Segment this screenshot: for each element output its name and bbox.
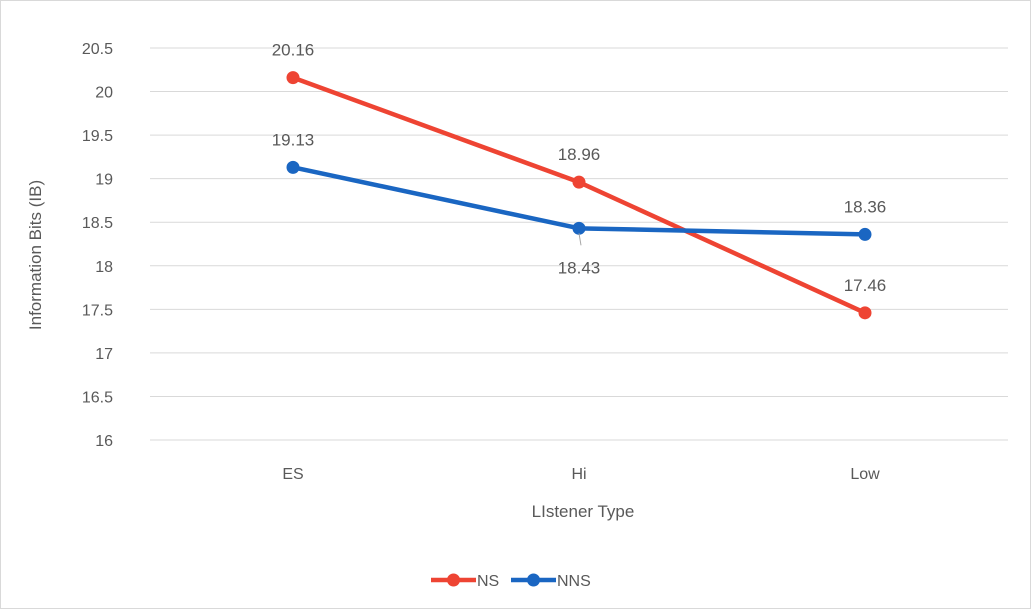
series-line-ns: [290, 75, 868, 316]
data-point: [858, 306, 872, 320]
x-tick-label: ES: [282, 466, 303, 483]
series-lines: [286, 71, 872, 320]
y-tick-label: 17.5: [82, 302, 113, 319]
legend-marker: [447, 573, 460, 587]
y-tick-label: 20.5: [82, 41, 113, 58]
legend-marker: [527, 573, 540, 587]
y-tick-label: 19: [95, 172, 113, 189]
y-tick-label: 19.5: [82, 128, 113, 145]
leader-line: [578, 233, 582, 246]
data-label: 19.13: [272, 130, 315, 149]
data-point: [572, 221, 586, 235]
data-label: 20.16: [272, 41, 315, 60]
y-tick-label: 18: [95, 259, 113, 276]
y-tick-labels: 16 16.5 17 17.5 18 18.5 19 19.5 20 20.5: [82, 41, 113, 450]
y-tick-label: 17: [95, 346, 113, 363]
y-axis-title: Information Bits (IB): [26, 180, 45, 330]
data-point: [858, 227, 872, 241]
data-label: 17.46: [844, 276, 887, 295]
data-point: [286, 71, 300, 85]
data-labels: 20.16 18.96 17.46 19.13 18.43 18.36: [272, 41, 887, 295]
legend-label: NS: [477, 573, 499, 590]
legend-label: NNS: [557, 573, 591, 590]
x-axis-title: LIstener Type: [532, 502, 635, 521]
y-tick-label: 18.5: [82, 215, 113, 232]
y-tick-label: 16.5: [82, 389, 113, 406]
data-point: [572, 175, 586, 189]
data-label: 18.43: [558, 258, 601, 277]
grid-lines: [150, 47, 1008, 441]
y-tick-label: 20: [95, 85, 113, 102]
x-tick-label: Low: [850, 466, 880, 483]
x-tick-label: Hi: [571, 466, 586, 483]
data-point: [286, 160, 300, 174]
data-label: 18.36: [844, 197, 887, 216]
legend: NS NNS: [431, 573, 591, 590]
data-label: 18.96: [558, 145, 601, 164]
x-tick-labels: ES Hi Low: [282, 466, 880, 483]
y-tick-label: 16: [95, 433, 113, 450]
